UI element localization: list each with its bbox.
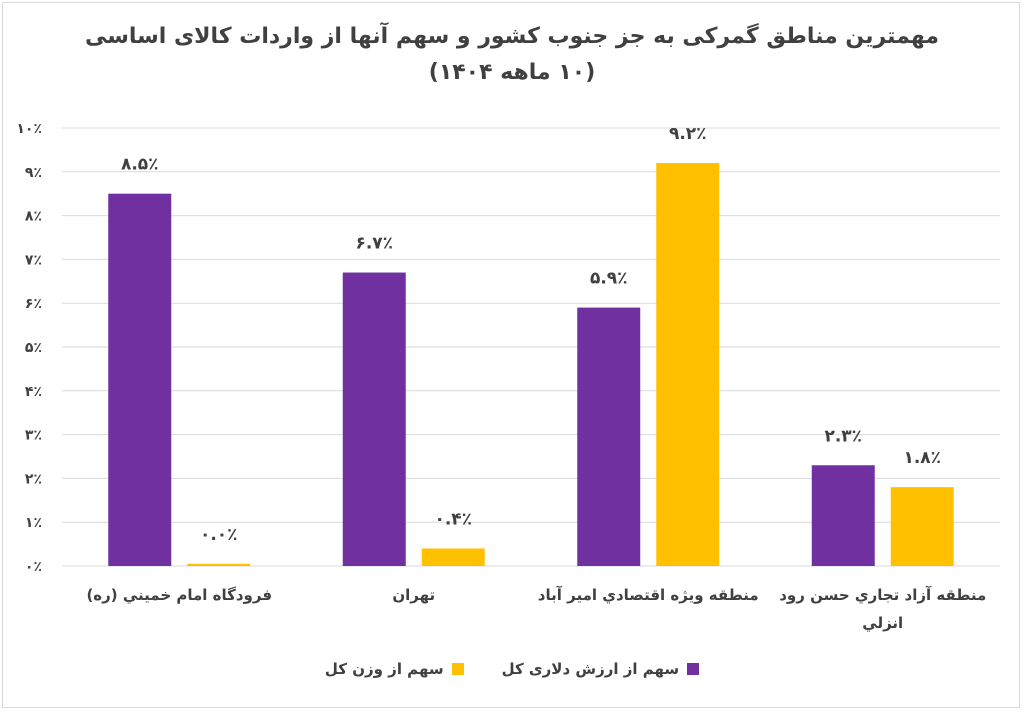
y-tick-label: ۴٪ <box>25 384 42 400</box>
data-label: ۵.۹٪ <box>590 269 628 289</box>
legend-label: سهم از ارزش دلاری کل <box>501 660 680 678</box>
x-category-label: منطقه آزاد تجاري حسن رود <box>779 586 986 605</box>
legend-item-weight-share: سهم از وزن کل <box>325 660 464 678</box>
y-tick-label: ۱۰٪ <box>16 121 42 137</box>
x-category-label: تهران <box>392 586 435 604</box>
chart-title: مهمترین مناطق گمرکی به جز جنوب کشور و سه… <box>84 24 940 49</box>
y-tick-label: ۲٪ <box>25 471 42 487</box>
legend: سهم از ارزش دلاری کل سهم از وزن کل <box>0 660 1024 678</box>
y-tick-label: ۶٪ <box>25 296 42 312</box>
gridlines <box>62 127 1000 567</box>
bar <box>890 487 954 566</box>
bar <box>421 548 485 566</box>
data-label: ۱.۸٪ <box>903 448 941 468</box>
bar <box>811 465 875 566</box>
y-tick-label: ۳٪ <box>25 428 42 444</box>
y-tick-label: ۸٪ <box>25 209 42 225</box>
legend-item-value-share: سهم از ارزش دلاری کل <box>502 660 700 678</box>
x-category-label: انزلي <box>862 614 903 632</box>
bar <box>656 163 720 567</box>
x-category-label: منطقه ويژه اقتصادي امير آباد <box>538 586 759 605</box>
legend-swatch-purple <box>687 663 700 675</box>
bars <box>108 163 954 567</box>
y-tick-label: ۷٪ <box>25 252 42 268</box>
y-tick-label: ۰٪ <box>25 559 42 575</box>
y-axis-ticks: ۰٪ ۱٪ ۲٪ ۳٪ ۴٪ ۵٪ ۶٪ ۷٪ ۸٪ ۹٪ ۱۰٪ <box>16 121 42 575</box>
bar <box>187 563 251 566</box>
x-category-label: فرودگاه امام خمیني (ره) <box>86 586 272 604</box>
y-tick-label: ۱٪ <box>25 515 42 531</box>
bar <box>108 193 172 566</box>
data-label: ۰.۰٪ <box>200 525 238 545</box>
data-labels: ۸.۵٪ ۰.۰٪ ۶.۷٪ ۰.۴٪ ۵.۹٪ ۹.۲٪ ۲.۳٪ ۱.۸٪ <box>121 124 941 545</box>
y-tick-label: ۹٪ <box>25 165 42 181</box>
data-label: ۸.۵٪ <box>121 155 159 175</box>
data-label: ۰.۴٪ <box>434 509 472 529</box>
data-label: ۹.۲٪ <box>669 124 707 144</box>
data-label: ۲.۳٪ <box>824 426 862 446</box>
y-tick-label: ۵٪ <box>25 340 42 356</box>
bar <box>342 272 406 566</box>
data-label: ۶.۷٪ <box>355 234 393 254</box>
legend-swatch-yellow <box>451 663 464 675</box>
bar <box>577 307 641 566</box>
legend-label: سهم از وزن کل <box>324 660 444 678</box>
chart-subtitle: (۱۰ ماهه ۱۴۰۴) <box>428 60 596 85</box>
x-axis-labels: فرودگاه امام خمیني (ره) تهران منطقه ويژه ا… <box>86 586 986 632</box>
